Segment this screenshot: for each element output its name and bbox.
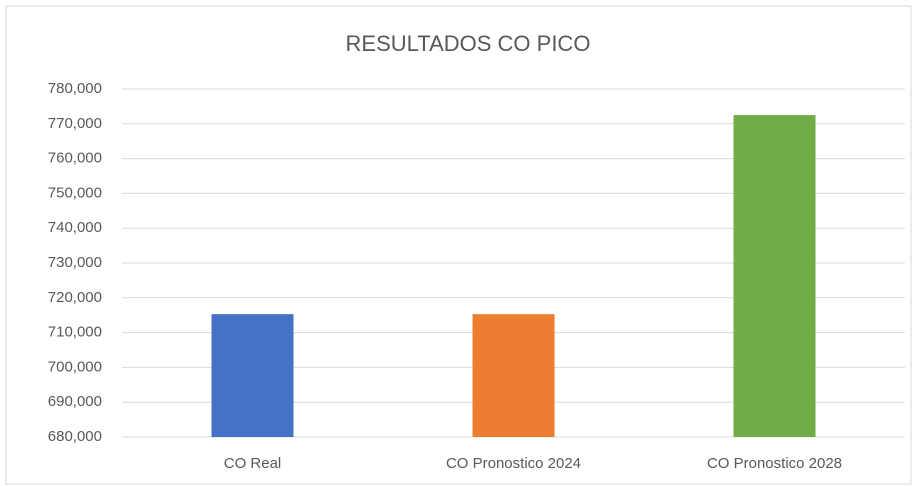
y-tick-label: 720,000 (48, 289, 102, 306)
y-tick-label: 700,000 (48, 358, 102, 375)
y-tick-label: 680,000 (48, 428, 102, 445)
x-tick-label: CO Pronostico 2024 (446, 455, 581, 472)
y-tick-label: 740,000 (48, 219, 102, 236)
y-tick-label: 730,000 (48, 254, 102, 271)
y-tick-label: 710,000 (48, 324, 102, 341)
x-tick-label: CO Pronostico 2028 (707, 455, 842, 472)
bar (472, 314, 555, 437)
bar (211, 314, 294, 437)
y-tick-label: 770,000 (48, 115, 102, 132)
y-tick-label: 690,000 (48, 393, 102, 410)
bar (733, 115, 816, 437)
x-tick-label: CO Real (224, 455, 282, 472)
chart-title: RESULTADOS CO PICO (346, 31, 591, 56)
y-tick-label: 760,000 (48, 150, 102, 167)
y-tick-label: 780,000 (48, 80, 102, 97)
y-tick-label: 750,000 (48, 184, 102, 201)
